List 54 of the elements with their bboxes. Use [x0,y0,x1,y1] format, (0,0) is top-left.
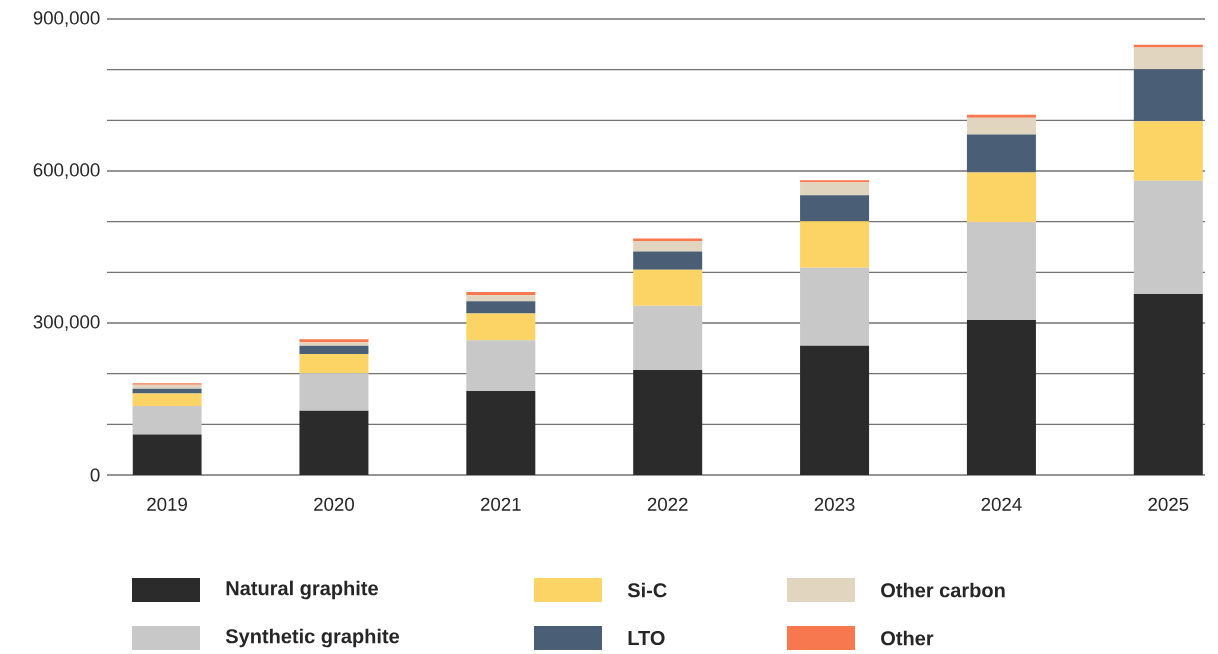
bar [633,305,703,371]
legend-label: Other carbon [881,582,1005,598]
bar [800,180,870,183]
bar [800,267,870,346]
bar [1133,294,1203,475]
bar [800,345,870,475]
bar [299,373,369,411]
bar [299,410,369,475]
bar [466,340,536,391]
bar [633,240,703,252]
bar [966,114,1036,118]
x-tick-label: 2020 [314,497,354,511]
y-tick-label: 300,000 [33,315,100,331]
bar [1133,121,1203,181]
bar [132,393,202,407]
x-tick-label: 2024 [981,497,1022,511]
x-tick-label: 2022 [647,497,688,511]
bar [633,251,703,270]
bar [1133,47,1203,70]
bar [466,313,536,341]
bar [466,292,536,296]
bar [966,117,1036,135]
bar [132,434,202,475]
bar [132,384,202,389]
bar [800,221,870,268]
x-tick-label: 2023 [814,497,855,511]
y-tick-label: 900,000 [33,11,100,27]
legend-label: Other [881,630,934,646]
legend-label: Synthetic graphite [225,628,400,648]
legend-label: Natural graphite [226,580,378,600]
bar [1133,180,1203,295]
bar [800,195,870,222]
bar [466,301,536,314]
legend-label: Si-C [627,582,667,598]
bar [132,406,202,435]
legend-label: LTO [628,630,665,646]
bar [1133,69,1203,122]
x-tick-label: 2019 [147,497,187,511]
bar [966,172,1036,223]
bar [966,319,1036,475]
x-tick-label: 2021 [480,497,521,511]
bar [633,238,703,241]
x-tick-label: 2025 [1148,497,1189,511]
bar [466,295,536,302]
bar [299,353,369,374]
bar [466,390,536,475]
bar [299,345,369,354]
bar [633,370,703,475]
bar [966,134,1036,173]
y-tick-label: 600,000 [33,163,100,179]
y-tick-label: 0 [90,468,100,482]
bar [966,222,1036,320]
bar [800,182,870,196]
bar [633,269,703,306]
